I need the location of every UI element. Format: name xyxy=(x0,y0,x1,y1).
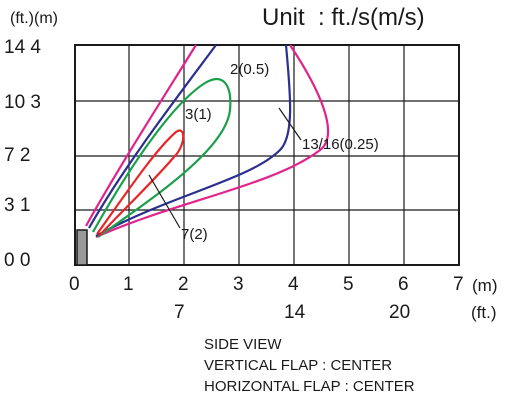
axis-units-header: (ft.)(m) xyxy=(10,10,58,27)
label-13-16: 13/16(0.25) xyxy=(302,136,379,153)
y-tick-ft: 14 xyxy=(4,37,26,58)
leader-13-16 xyxy=(278,107,302,141)
x-tick-ft-14: 14 xyxy=(284,302,306,323)
x-tick-ft-7: 7 xyxy=(174,302,185,323)
caption-horizontal-flap: HORIZONTAL FLAP : CENTER xyxy=(204,378,415,395)
y-tick-ft: 0 xyxy=(4,250,15,271)
y-tick-ft: 3 xyxy=(4,195,15,216)
plot-frame xyxy=(74,44,460,266)
grid-vertical xyxy=(128,45,405,265)
x-unit-ft: (ft.) xyxy=(471,303,497,322)
x-tick-m-6: 6 xyxy=(398,274,409,295)
x-tick-m-2: 2 xyxy=(178,274,189,295)
y-tick-0: 0 0 xyxy=(4,250,30,272)
y-tick-4: 14 4 xyxy=(4,37,41,59)
contour-3 xyxy=(92,77,232,238)
caption-vertical-flap: VERTICAL FLAP : CENTER xyxy=(204,357,393,374)
label-3: 3(1) xyxy=(185,106,212,123)
x-tick-m-0: 0 xyxy=(69,274,80,295)
contour-2 xyxy=(88,44,292,237)
contour-13-16 xyxy=(85,44,330,239)
y-tick-ft: 10 xyxy=(4,92,26,113)
label-2: 2(0.5) xyxy=(230,61,270,78)
x-tick-m-5: 5 xyxy=(343,274,354,295)
y-tick-m: 4 xyxy=(30,37,41,58)
leader-7 xyxy=(148,174,181,229)
y-tick-m: 1 xyxy=(19,195,31,216)
y-tick-m: 2 xyxy=(19,145,31,166)
y-tick-2: 7 2 xyxy=(4,145,30,167)
y-tick-ft: 7 xyxy=(4,145,15,166)
x-tick-ft-20: 20 xyxy=(389,302,411,323)
label-7: 7(2) xyxy=(181,226,208,243)
x-tick-m-7: 7 xyxy=(453,274,464,295)
y-tick-m: 0 xyxy=(19,250,31,271)
y-tick-m: 3 xyxy=(30,92,41,113)
x-tick-m-4: 4 xyxy=(288,274,299,295)
unit-label: Unit : ft./s(m/s) xyxy=(262,4,425,31)
contour-7 xyxy=(96,129,185,237)
grid-horizontal xyxy=(75,100,459,211)
unit-outlet xyxy=(76,229,88,266)
caption-view: SIDE VIEW xyxy=(204,336,282,353)
x-tick-m-1: 1 xyxy=(123,274,134,295)
y-tick-3: 10 3 xyxy=(4,92,41,114)
x-tick-m-3: 3 xyxy=(233,274,244,295)
y-tick-1: 3 1 xyxy=(4,195,30,217)
x-unit-m: (m) xyxy=(472,276,498,295)
